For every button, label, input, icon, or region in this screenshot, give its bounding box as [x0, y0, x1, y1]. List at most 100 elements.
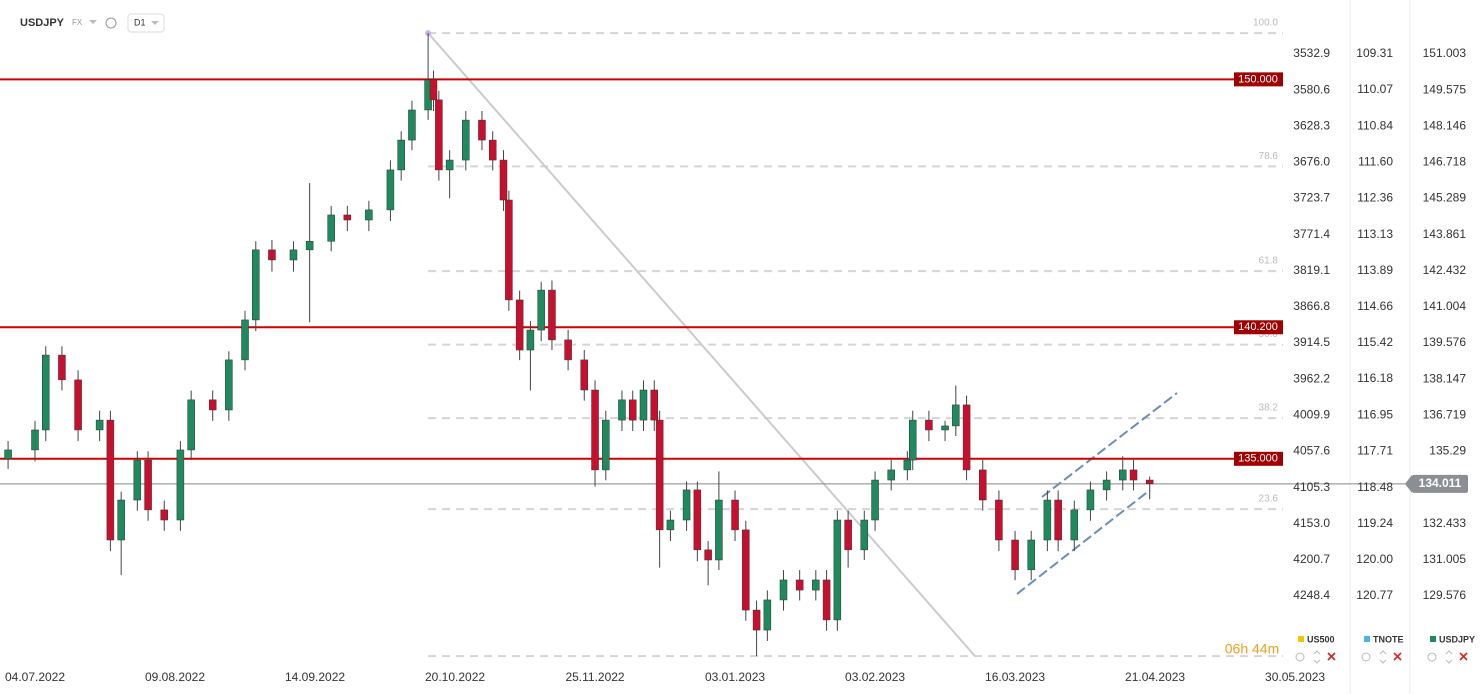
fib-label: 38.2: [1259, 403, 1279, 414]
symbol[interactable]: USDJPY: [20, 17, 65, 29]
candle-body: [763, 599, 772, 631]
candle-body: [289, 249, 298, 261]
candle-body: [795, 579, 804, 591]
candle-body: [429, 79, 438, 101]
candle-body: [650, 389, 659, 421]
x-tick-label: 21.04.2023: [1125, 670, 1185, 684]
candle-body: [1054, 499, 1062, 541]
candle-body: [1102, 479, 1111, 491]
candle-body: [74, 379, 82, 431]
x-tick-label: 14.09.2022: [285, 670, 345, 684]
legend-swatch: [1298, 636, 1304, 642]
candle-body: [187, 399, 195, 451]
y-tick-label: 4105.3: [1293, 480, 1330, 494]
candle-body: [499, 159, 508, 201]
x-tick-label: 03.02.2023: [845, 670, 905, 684]
y-tick-label: 119.24: [1357, 516, 1393, 530]
candle-body: [618, 399, 626, 421]
last-price-tag: [1412, 474, 1468, 493]
y-tick-label: 3914.5: [1293, 335, 1330, 349]
x-tick-label: 20.10.2022: [425, 670, 485, 684]
candle-body: [812, 579, 820, 591]
candle-body: [903, 459, 912, 471]
candle-body: [106, 419, 115, 541]
order-icon[interactable]: [1445, 650, 1453, 664]
candle-body: [704, 549, 712, 561]
candle-body: [1027, 539, 1035, 571]
x-tick-label: 30.05.2023: [1265, 670, 1325, 684]
candle-body: [327, 214, 335, 242]
y-tick-label: 3532.9: [1293, 46, 1330, 60]
y-tick-label: 120.77: [1356, 588, 1393, 602]
candle-body: [208, 399, 217, 411]
y-tick-label: 143.861: [1423, 227, 1467, 241]
y-tick-label: 138.147: [1423, 371, 1467, 385]
y-tick-label: 111.60: [1358, 154, 1393, 168]
y-tick-label: 149.575: [1423, 82, 1467, 96]
remove-icon[interactable]: [1393, 652, 1402, 661]
level-label: 150.000: [1238, 73, 1278, 85]
candle-body: [580, 359, 589, 391]
eye-icon[interactable]: [1427, 652, 1437, 662]
market: FX: [72, 18, 83, 27]
candle-body: [655, 419, 664, 531]
y-tick-label: 113.13: [1357, 227, 1393, 241]
candle-body: [844, 519, 852, 551]
fib-trend: [427, 32, 976, 657]
interval[interactable]: D1: [134, 17, 146, 27]
y-tick-label: 3771.4: [1293, 227, 1330, 241]
candle-body: [515, 299, 524, 351]
candle-body: [715, 499, 723, 561]
y-tick-label: 4153.0: [1293, 516, 1330, 530]
legend-swatch: [1364, 636, 1370, 642]
remove-icon[interactable]: [1327, 652, 1336, 661]
info-icon[interactable]: [105, 17, 117, 29]
dropdown-arrow: [151, 21, 159, 25]
candle-body: [1043, 499, 1052, 541]
level-tag: [1234, 320, 1283, 335]
order-icon[interactable]: [1313, 650, 1321, 664]
y-tick-label: 110.84: [1357, 119, 1393, 133]
remove-icon[interactable]: [1459, 652, 1468, 661]
legend-label[interactable]: USDJPY: [1439, 634, 1475, 644]
y-tick-label: 3819.1: [1293, 263, 1330, 277]
candle-body: [252, 249, 260, 321]
candle-body: [628, 399, 637, 421]
y-tick-label: 131.005: [1423, 552, 1467, 566]
candle-body: [871, 479, 879, 521]
candle-body: [925, 419, 933, 431]
candle-body: [133, 459, 142, 501]
candle-body: [602, 419, 610, 471]
candle-body: [1070, 509, 1079, 541]
candle-body: [693, 489, 702, 551]
y-tick-label: 3580.6: [1293, 82, 1330, 96]
candle-body: [860, 519, 869, 551]
legend-label[interactable]: US500: [1307, 634, 1335, 644]
y-tick-label: 135.29: [1429, 444, 1466, 458]
candle-body: [225, 359, 233, 411]
candle-body: [887, 469, 895, 481]
x-tick-label: 03.01.2023: [705, 670, 765, 684]
candle-body: [752, 609, 761, 631]
eye-icon[interactable]: [1361, 652, 1371, 662]
channel-line: [1016, 489, 1151, 595]
eye-icon[interactable]: [1295, 652, 1305, 662]
y-tick-label: 4057.6: [1293, 444, 1330, 458]
order-icon[interactable]: [1379, 650, 1387, 664]
candle-body: [908, 419, 917, 461]
candle-body: [58, 354, 66, 381]
candle-body: [397, 139, 405, 171]
candle-body: [445, 159, 454, 171]
y-tick-label: 4200.7: [1293, 552, 1330, 566]
y-tick-label: 141.004: [1423, 299, 1467, 313]
dropdown-arrow[interactable]: [89, 20, 97, 24]
y-tick-label: 132.433: [1423, 516, 1467, 530]
candle-body: [962, 404, 971, 471]
interval-select[interactable]: [127, 13, 165, 33]
y-tick-label: 110.07: [1357, 82, 1393, 96]
legend-label[interactable]: TNOTE: [1373, 634, 1404, 644]
candle-body: [365, 209, 373, 221]
y-tick-label: 148.146: [1423, 118, 1467, 132]
candle-body: [408, 109, 416, 141]
candle-body: [176, 449, 185, 521]
